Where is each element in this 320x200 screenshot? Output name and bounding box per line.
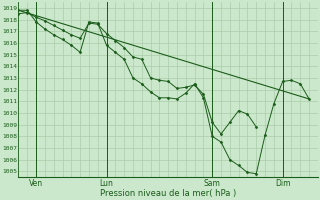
X-axis label: Pression niveau de la mer( hPa ): Pression niveau de la mer( hPa ) — [100, 189, 236, 198]
